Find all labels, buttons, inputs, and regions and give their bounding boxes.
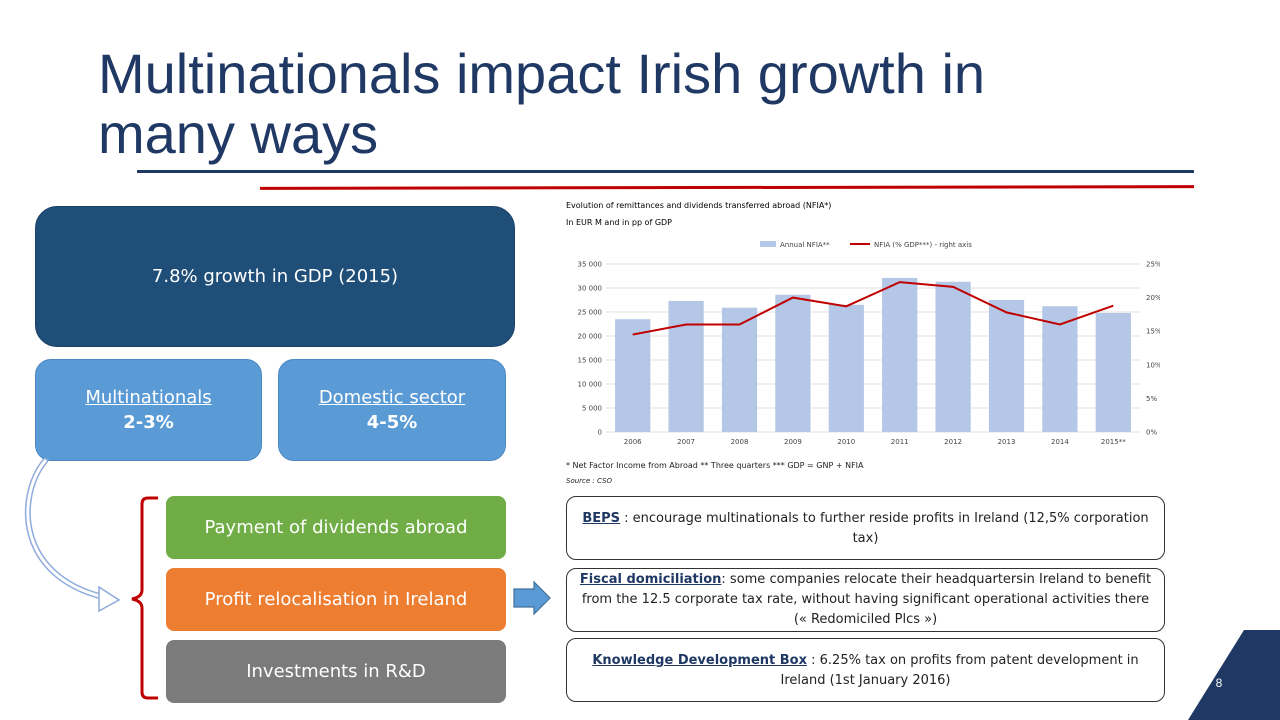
y-tick-label: 30 000: [578, 285, 603, 293]
domestic-sector-label[interactable]: Domestic sector: [318, 387, 466, 408]
x-tick-label: 2009: [784, 438, 802, 446]
chart-bar: [882, 277, 918, 432]
y-tick-label: 15 000: [578, 357, 603, 365]
legend-bar-swatch: [760, 241, 776, 247]
y-tick-label: 0: [598, 429, 602, 437]
x-tick-label: 2012: [944, 438, 962, 446]
beps-box: BEPS : encourage multinationals to furth…: [566, 496, 1165, 560]
chart-bar: [1095, 312, 1131, 432]
chart-bar: [668, 300, 704, 432]
page-number: 8: [1215, 676, 1223, 690]
legend-line-label: NFIA (% GDP***) - right axis: [874, 241, 972, 249]
x-tick-label: 2011: [891, 438, 909, 446]
y-tick-label: 35 000: [578, 261, 603, 269]
nfia-chart: Evolution of remittances and dividends t…: [566, 201, 1160, 485]
fiscal-domiciliation-box: Fiscal domiciliation: some companies rel…: [566, 568, 1165, 632]
y2-tick-label: 0%: [1146, 429, 1157, 437]
y2-tick-label: 25%: [1146, 261, 1160, 269]
right-arrow-icon: [513, 580, 551, 616]
legend-bar-label: Annual NFIA**: [780, 241, 830, 249]
y-tick-label: 5 000: [582, 405, 602, 413]
title-underline-blue: [137, 170, 1194, 173]
beps-text: : encourage multinationals to further re…: [620, 511, 1149, 546]
multinationals-box: Multinationals 2-3%: [35, 359, 262, 461]
fiscal-domiciliation-keyword[interactable]: Fiscal domiciliation: [579, 572, 722, 587]
x-tick-label: 2010: [837, 438, 855, 446]
multinationals-label[interactable]: Multinationals: [85, 387, 212, 408]
domestic-sector-box: Domestic sector 4-5%: [278, 359, 506, 461]
chart-bar: [935, 281, 971, 432]
chart-bar: [988, 300, 1025, 432]
page-corner-shape: [1188, 630, 1280, 720]
knowledge-keyword[interactable]: Knowledge Development Box: [592, 653, 807, 668]
x-tick-label: 2014: [1051, 438, 1069, 446]
profit-relocalisation-box: Profit relocalisation in Ireland: [166, 568, 506, 631]
title-underline-red: [259, 185, 1195, 190]
multinationals-value: 2-3%: [123, 412, 174, 433]
chart-bar: [1042, 306, 1078, 432]
chart-bar: [828, 304, 864, 432]
y2-tick-label: 15%: [1146, 328, 1160, 336]
fiscal-domiciliation-text: : some companies relocate their headquar…: [581, 572, 1152, 627]
gdp-growth-box: 7.8% growth in GDP (2015): [35, 206, 515, 347]
rnd-investments-label: Investments in R&D: [246, 661, 426, 682]
chart-bar: [615, 319, 651, 432]
knowledge-text: : 6.25% tax on profits from patent devel…: [780, 653, 1139, 688]
chart-bar: [721, 307, 758, 432]
nfia-percent-line: [632, 281, 1114, 336]
slide-title: Multinationals impact Irish growth in ma…: [98, 42, 986, 165]
y-tick-label: 10 000: [578, 381, 603, 389]
beps-keyword[interactable]: BEPS: [582, 511, 621, 526]
curved-arrow-icon: [24, 458, 121, 613]
red-bracket-icon: [131, 496, 158, 700]
rnd-investments-box: Investments in R&D: [166, 640, 506, 703]
gdp-growth-label: 7.8% growth in GDP (2015): [151, 266, 399, 287]
y-tick-label: 25 000: [578, 309, 603, 317]
x-tick-label: 2006: [624, 438, 642, 446]
dividends-abroad-label: Payment of dividends abroad: [204, 517, 468, 538]
domestic-sector-value: 4-5%: [366, 412, 418, 433]
chart-source: Source : CSO: [566, 477, 612, 485]
dividends-abroad-box: Payment of dividends abroad: [166, 496, 506, 559]
knowledge-box: Knowledge Development Box : 6.25% tax on…: [566, 638, 1165, 702]
chart-footnote: * Net Factor Income from Abroad ** Three…: [566, 461, 864, 470]
x-tick-label: 2013: [998, 438, 1016, 446]
y-tick-label: 20 000: [578, 333, 603, 341]
x-tick-label: 2015**: [1101, 438, 1126, 446]
profit-relocalisation-label: Profit relocalisation in Ireland: [204, 589, 468, 610]
chart-subtitle: In EUR M and in pp of GDP: [566, 218, 672, 227]
y2-tick-label: 10%: [1146, 361, 1160, 369]
chart-title: Evolution of remittances and dividends t…: [566, 201, 831, 210]
chart-bar: [775, 294, 811, 432]
x-tick-label: 2007: [677, 438, 695, 446]
y2-tick-label: 5%: [1146, 395, 1157, 403]
x-tick-label: 2008: [731, 438, 749, 446]
y2-tick-label: 20%: [1146, 294, 1160, 302]
